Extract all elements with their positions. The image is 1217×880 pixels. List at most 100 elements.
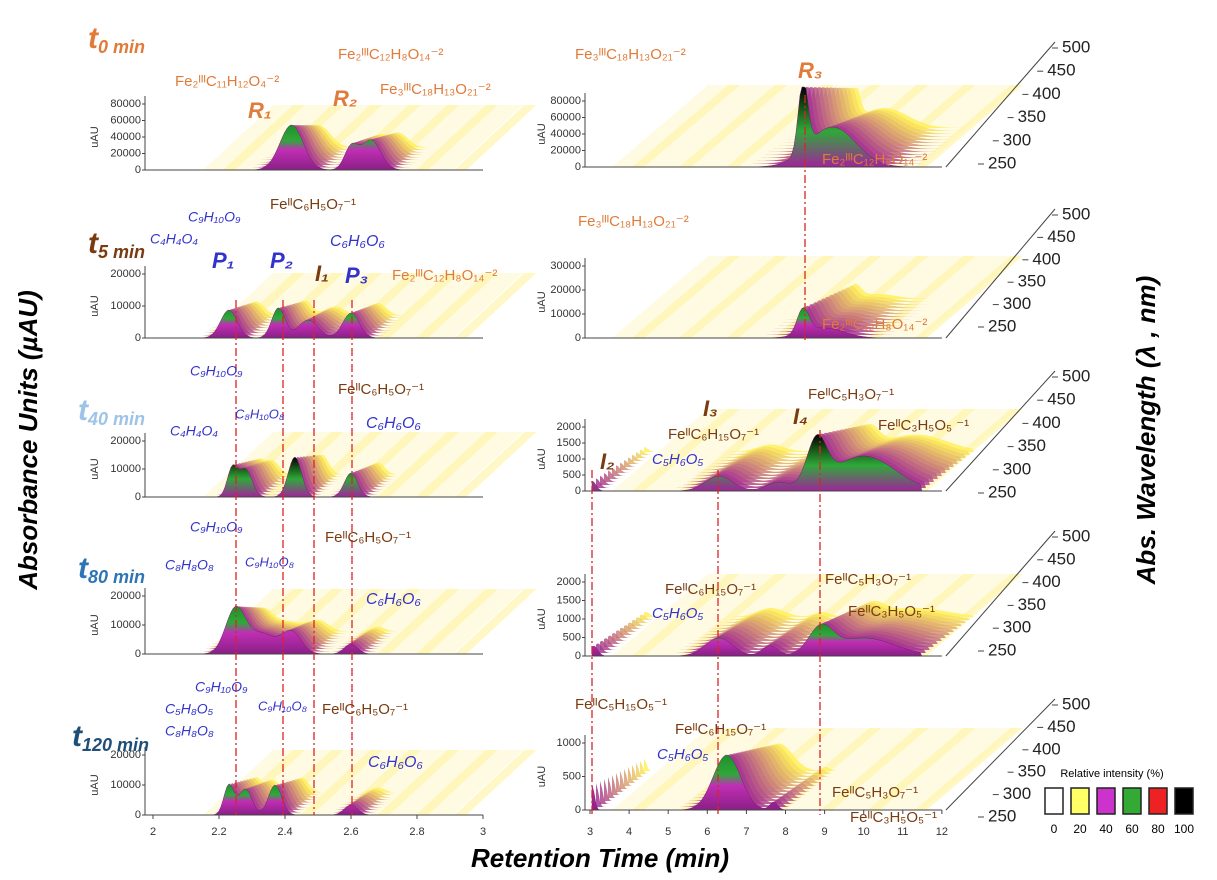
peak-annotation: Fe₂ᴵᴵᴵC₁₂H₈O₁₄⁻²	[392, 267, 497, 284]
peak-annotation: FeᴵᴵC₅H₁₅O₅⁻¹	[575, 696, 667, 713]
y-tick-label: 10000	[110, 779, 141, 791]
legend-swatch	[1175, 788, 1193, 814]
legend-swatch	[1097, 788, 1115, 814]
y-unit-label: uAU	[536, 291, 548, 312]
y-tick-label: 0	[575, 485, 581, 497]
peak-annotation: C₉H₁₀O₉	[188, 209, 241, 225]
legend-title: Relative intensity (%)	[1060, 768, 1163, 780]
y-tick-label: 20000	[110, 590, 141, 602]
peak-annotation: FeᴵᴵC₃H₅O₅ ⁻¹	[878, 417, 969, 434]
y-unit-label: uAU	[536, 608, 548, 629]
peak-annotation: C₈H₈O₈	[165, 723, 214, 739]
wavelength-tick-label: 400	[1032, 413, 1060, 432]
wavelength-tick-label: 300	[1003, 618, 1031, 637]
y-tick-label: 10000	[110, 300, 141, 312]
peak-annotation: I₃	[703, 396, 718, 421]
y-tick-label: 1000	[557, 737, 581, 749]
peak-annotation: C₄H₄O₄	[150, 231, 198, 247]
peak-annotation: P₁	[212, 248, 234, 273]
y-unit-label: uAU	[89, 458, 101, 479]
y-unit-label: uAU	[89, 295, 101, 316]
peak-annotation: C₆H₆O₆	[368, 754, 423, 771]
wavelength-tick-label: 250	[988, 482, 1016, 501]
y-tick-label: 0	[135, 164, 141, 176]
wavelength-tick-label: 500	[1062, 366, 1090, 385]
y-unit-label: uAU	[89, 614, 101, 635]
x-tick-label: 2.8	[409, 826, 424, 838]
y-tick-label: 1000	[557, 613, 581, 625]
peak-annotation: FeᴵᴵC₅H₃O₇⁻¹	[825, 571, 911, 588]
peak-annotation: FeᴵᴵC₆H₁₅O₇⁻¹	[665, 581, 756, 598]
y-tick-label: 0	[575, 161, 581, 173]
x-tick-label: 6	[704, 826, 710, 838]
legend-swatch	[1123, 788, 1141, 814]
y-unit-label: uAU	[89, 126, 101, 147]
wavelength-tick-label: 400	[1032, 739, 1060, 758]
time-label-sub: 0 min	[98, 37, 145, 57]
time-label-sub: 5 min	[98, 242, 145, 262]
x-tick-label: 2.2	[211, 826, 226, 838]
y-tick-label: 60000	[110, 114, 141, 126]
x-tick-label: 3	[480, 826, 486, 838]
y-tick-label: 1500	[557, 437, 581, 449]
peak-annotation: C₉H₁₀O₉	[195, 679, 248, 695]
wavelength-tick-label: 450	[1047, 717, 1075, 736]
wavelength-tick-label: 450	[1047, 390, 1075, 409]
peak-annotation: Fe₂ᴵᴵᴵC₁₂H₈O₁₄⁻²	[338, 46, 443, 63]
peak-annotation: FeᴵᴵC₆H₅O₇⁻¹	[325, 529, 411, 546]
y-unit-label: uAU	[536, 448, 548, 469]
x-tick-label: 7	[743, 826, 749, 838]
y-tick-label: 10000	[110, 463, 141, 475]
time-label-sub: 40 min	[87, 409, 145, 429]
y-tick-label: 20000	[110, 147, 141, 159]
wavelength-tick-label: 300	[1003, 459, 1031, 478]
y-tick-label: 20000	[550, 284, 581, 296]
peak-annotation: Fe₂ᴵᴵᴵC₁₂H₈O₁₄⁻²	[822, 151, 927, 168]
legend-label: 0	[1051, 822, 1058, 836]
peak-annotation: FeᴵᴵC₆H₁₅O₇⁻¹	[668, 426, 759, 443]
wavelength-tick-label: 250	[988, 806, 1016, 825]
wavelength-tick-label: 400	[1032, 84, 1060, 103]
wavelength-tick-label: 300	[1003, 130, 1031, 149]
y-tick-label: 80000	[550, 95, 581, 107]
peak-annotation: R₂	[333, 86, 357, 111]
wavelength-tick-label: 300	[1003, 784, 1031, 803]
y-axis-title: Absorbance Units (µAU)	[13, 290, 43, 591]
time-label: t0 min	[88, 22, 145, 57]
legend-label: 20	[1073, 822, 1087, 836]
x-axis-title: Retention Time (min)	[471, 843, 729, 873]
y-tick-label: 1000	[557, 453, 581, 465]
peak-annotation: I₄	[793, 404, 808, 429]
legend-label: 40	[1099, 822, 1113, 836]
peak-annotation: C₈H₈O₈	[165, 557, 214, 573]
y-tick-label: 10000	[550, 308, 581, 320]
wavelength-tick-label: 250	[988, 640, 1016, 659]
y-tick-label: 0	[135, 491, 141, 503]
wavelength-tick-label: 500	[1062, 37, 1090, 56]
wavelength-tick-label: 350	[1018, 762, 1046, 781]
time-label: t80 min	[78, 552, 145, 587]
y-tick-label: 2000	[557, 576, 581, 588]
wavelength-axis-title: Abs. Wavelength (λ , nm)	[1131, 276, 1161, 586]
x-tick-label: 2.4	[277, 826, 292, 838]
peak-annotation: FeᴵᴵC₆H₅O₇⁻¹	[270, 196, 356, 213]
y-tick-label: 0	[135, 332, 141, 344]
time-label: t120 min	[72, 720, 149, 755]
peak-annotation: FeᴵᴵC₅H₃O₇⁻¹	[808, 386, 894, 403]
y-tick-label: 1500	[557, 594, 581, 606]
y-tick-label: 500	[563, 631, 581, 643]
y-tick-label: 40000	[550, 128, 581, 140]
peak-annotation: C₅H₆O₅	[652, 451, 703, 468]
x-tick-label: 2.6	[343, 826, 358, 838]
peak-annotation: Fe₃ᴵᴵᴵC₁₈H₁₃O₂₁⁻²	[575, 46, 686, 63]
peak-annotation: I₂	[600, 449, 615, 474]
wavelength-tick-label: 300	[1003, 294, 1031, 313]
peak-annotation: C₆H₆O₆	[366, 591, 421, 608]
y-unit-label: uAU	[536, 766, 548, 787]
peak-annotation: C₆H₆O₆	[366, 415, 421, 432]
legend-swatch	[1149, 788, 1167, 814]
wavelength-tick-label: 350	[1018, 436, 1046, 455]
wavelength-tick-label: 400	[1032, 249, 1060, 268]
wavelength-tick-label: 450	[1047, 549, 1075, 568]
time-label: t5 min	[88, 227, 145, 262]
